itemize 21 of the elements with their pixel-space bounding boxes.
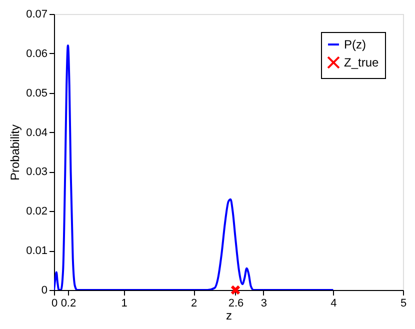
x-tick-label: 2: [191, 298, 198, 310]
y-tick-label: 0.01: [26, 245, 48, 258]
y-axis-title: Probability: [8, 124, 22, 181]
y-tick-label: 0.06: [26, 48, 48, 60]
line-series: [54, 44, 334, 290]
y-tick-label: 0.05: [26, 87, 48, 100]
x-tick-label: 2.6: [228, 298, 244, 310]
legend-label: Z_true: [344, 56, 380, 70]
x-tick-label: 0.2: [60, 298, 76, 310]
x-axis-title: z: [226, 308, 232, 322]
y-tick-label: 0.02: [26, 206, 48, 218]
x-tick-label: 3: [260, 298, 267, 310]
x-tick-label: 0: [51, 298, 58, 310]
legend-label: P(z): [344, 38, 366, 52]
x-tick-label: 4: [330, 298, 337, 310]
y-tick-label: 0.07: [26, 8, 48, 20]
y-tick-label: 0.04: [26, 126, 48, 139]
y-tick-label: 0.03: [26, 166, 48, 178]
x-tick-label: 5: [400, 298, 407, 310]
y-tick-label: 0: [41, 284, 48, 296]
x-tick-label: 1: [121, 298, 128, 310]
